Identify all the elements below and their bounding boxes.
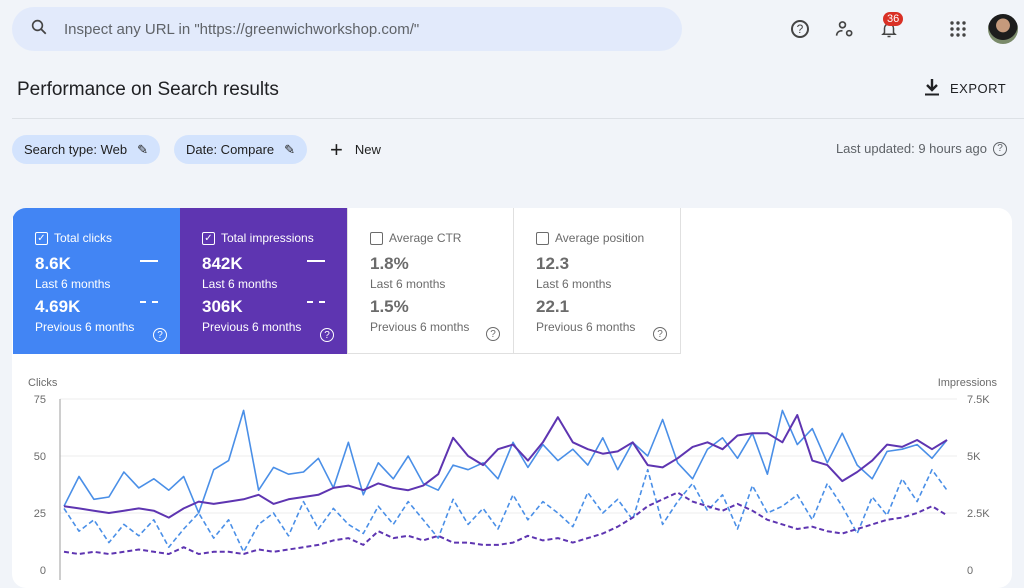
help-icon[interactable]: ? xyxy=(993,141,1007,156)
help-icon[interactable]: ? xyxy=(320,328,334,342)
new-filter-button[interactable]: + New xyxy=(330,135,381,164)
previous-line-legend xyxy=(140,301,158,303)
metric-tile-total-clicks[interactable]: ✓ Total clicks 8.6K Last 6 months 4.69K P… xyxy=(13,208,180,354)
impressions-previous-series-line xyxy=(63,491,948,555)
metric-current-value: 842K xyxy=(202,254,243,273)
apps-grid-icon[interactable] xyxy=(945,16,971,42)
metric-tile-average-ctr[interactable]: Average CTR 1.8% Last 6 months 1.5% Prev… xyxy=(347,208,514,354)
performance-chart: Clicks Impressions 0 0 25 2.5K 50 5K 75 7.5K xyxy=(28,377,998,580)
metric-previous-value: 1.5% xyxy=(370,297,409,316)
left-tick-label: 50 xyxy=(34,451,46,463)
search-type-label: Search type: Web xyxy=(24,142,128,157)
metric-current-value: 8.6K xyxy=(35,254,71,273)
metric-label: Average CTR xyxy=(389,231,462,245)
clicks-previous-series-line xyxy=(63,468,948,553)
metric-current-label: Last 6 months xyxy=(536,277,612,291)
metric-previous-value: 22.1 xyxy=(536,297,570,316)
right-tick-label: 0 xyxy=(967,565,973,577)
checkbox-icon[interactable] xyxy=(536,231,549,245)
date-filter-chip[interactable]: Date: Compare ✎ xyxy=(174,135,308,164)
left-axis-title: Clicks xyxy=(28,377,58,389)
plus-icon: + xyxy=(330,136,343,162)
previous-line-legend xyxy=(307,301,325,303)
clicks-current-series-line xyxy=(63,409,948,514)
metric-tile-total-impressions[interactable]: ✓ Total impressions 842K Last 6 months 30… xyxy=(180,208,347,354)
metric-current-value: 12.3 xyxy=(536,254,570,273)
right-tick-label: 2.5K xyxy=(967,508,990,520)
export-button[interactable]: EXPORT xyxy=(924,78,1006,99)
left-tick-label: 75 xyxy=(34,394,46,406)
impressions-current-series-line xyxy=(63,414,948,519)
account-avatar[interactable] xyxy=(988,14,1018,44)
help-icon[interactable]: ? xyxy=(653,327,667,341)
last-updated-text: Last updated: 9 hours ago xyxy=(835,141,987,156)
current-line-legend xyxy=(140,260,158,262)
search-icon xyxy=(30,18,48,41)
url-inspect-input[interactable] xyxy=(64,20,624,38)
metric-previous-value: 306K xyxy=(202,297,243,316)
notifications-badge: 36 xyxy=(883,12,904,26)
metric-current-label: Last 6 months xyxy=(370,277,446,291)
help-icon[interactable]: ? xyxy=(787,16,813,42)
metric-label: Average position xyxy=(555,231,645,245)
checkbox-checked-icon[interactable]: ✓ xyxy=(35,231,48,245)
page-title: Performance on Search results xyxy=(17,79,279,100)
metric-previous-value: 4.69K xyxy=(35,297,81,316)
help-icon[interactable]: ? xyxy=(153,328,167,342)
metric-previous-label: Previous 6 months xyxy=(370,320,470,334)
metric-tile-average-position[interactable]: Average position 12.3 Last 6 months 22.1… xyxy=(514,208,681,354)
edit-pencil-icon: ✎ xyxy=(137,141,148,157)
search-type-filter-chip[interactable]: Search type: Web ✎ xyxy=(12,135,160,164)
right-tick-label: 7.5K xyxy=(967,394,990,406)
metric-label: Total clicks xyxy=(54,231,113,245)
new-label: New xyxy=(354,142,381,157)
metric-current-label: Last 6 months xyxy=(202,277,278,291)
current-line-legend xyxy=(307,260,325,262)
performance-card: ✓ Total clicks 8.6K Last 6 months 4.69K P… xyxy=(12,208,1012,588)
metric-current-value: 1.8% xyxy=(370,254,409,273)
metric-previous-label: Previous 6 months xyxy=(202,320,302,334)
user-settings-icon[interactable] xyxy=(832,16,858,42)
edit-pencil-icon: ✎ xyxy=(284,141,296,157)
left-tick-label: 0 xyxy=(40,565,46,577)
download-icon xyxy=(924,78,940,99)
metric-current-label: Last 6 months xyxy=(35,277,111,291)
checkbox-icon[interactable] xyxy=(370,231,383,245)
help-icon[interactable]: ? xyxy=(486,327,500,341)
date-label: Date: Compare xyxy=(186,142,275,157)
left-tick-label: 25 xyxy=(34,508,46,520)
url-inspect-search[interactable] xyxy=(12,7,682,51)
metric-previous-label: Previous 6 months xyxy=(536,320,636,334)
metric-label: Total impressions xyxy=(221,231,314,245)
export-label: EXPORT xyxy=(950,81,1007,96)
right-tick-label: 5K xyxy=(967,451,981,463)
right-axis-title: Impressions xyxy=(938,377,998,389)
last-updated: Last updated: 9 hours ago? xyxy=(836,141,1007,156)
divider xyxy=(12,118,1024,119)
metric-previous-label: Previous 6 months xyxy=(35,320,135,334)
checkbox-checked-icon[interactable]: ✓ xyxy=(202,231,215,245)
